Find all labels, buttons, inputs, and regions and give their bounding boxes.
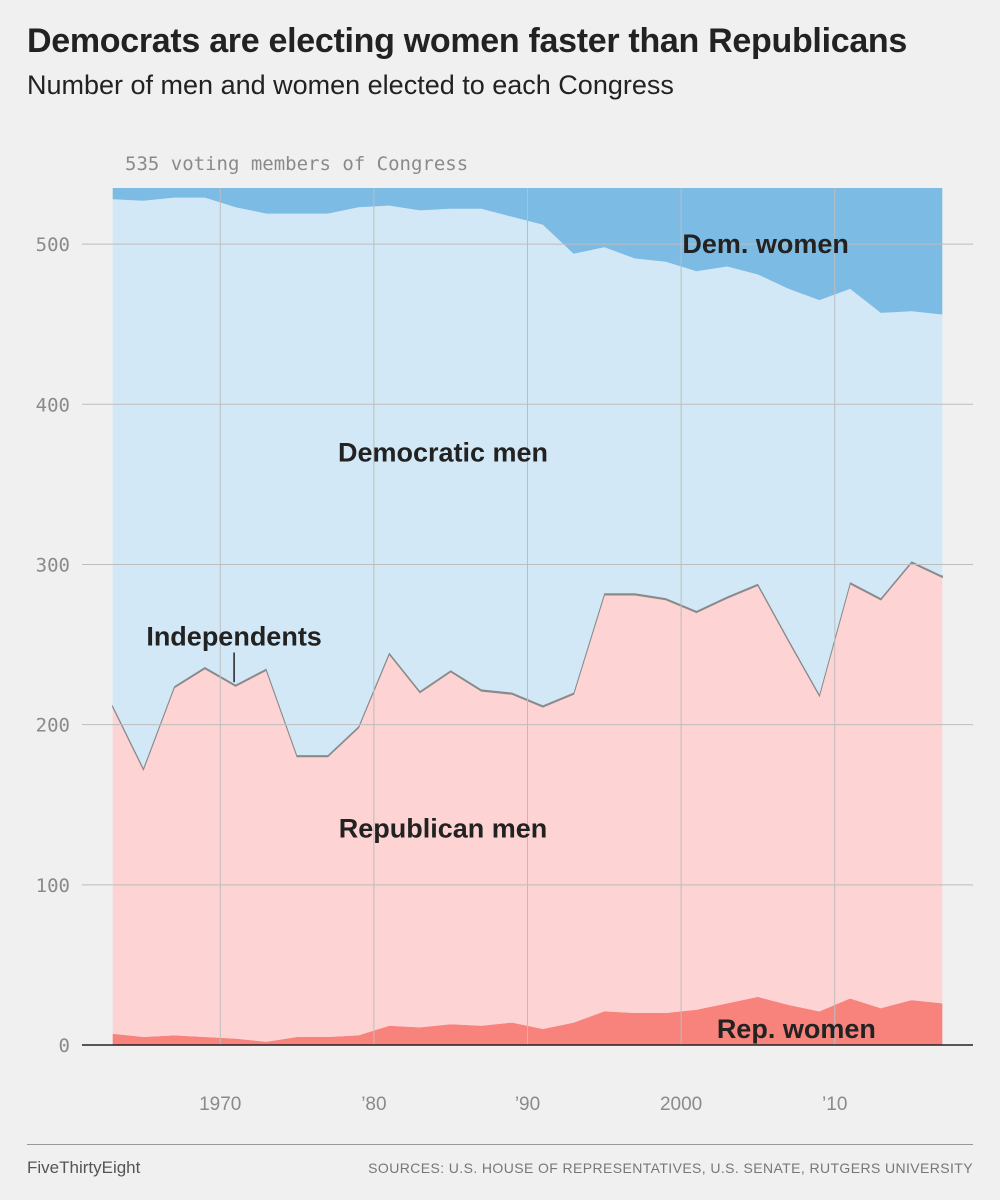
series-label-democratic-men: Democratic men — [338, 437, 548, 467]
tick-labels-group: 0 100 200 300 400 500 1970 ’80 ’90 2000 ’10 — [36, 234, 848, 1115]
footer-sources: SOURCES: U.S. HOUSE OF REPRESENTATIVES, … — [368, 1160, 973, 1176]
y-tick-label: 0 — [59, 1035, 70, 1057]
series-label-republican-men: Republican men — [339, 814, 548, 844]
y-tick-label: 300 — [36, 554, 70, 576]
footer-brand: FiveThirtyEight — [27, 1158, 141, 1177]
chart-title: Democrats are electing women faster than… — [27, 22, 908, 60]
y-tick-label: 200 — [36, 715, 70, 737]
chart-subtitle: Number of men and women elected to each … — [27, 70, 674, 100]
x-tick-label: ’90 — [515, 1094, 540, 1115]
area-rep-women — [112, 996, 943, 1045]
x-tick-label: 1970 — [199, 1094, 241, 1115]
series-label-rep-women: Rep. women — [717, 1014, 876, 1044]
y-tick-label: 100 — [36, 875, 70, 897]
x-tick-label: ’80 — [361, 1094, 386, 1115]
series-label-dem-women: Dem. women — [682, 229, 849, 259]
total-members-annotation: 535 voting members of Congress — [125, 153, 468, 175]
y-tick-label: 500 — [36, 234, 70, 256]
series-labels-group: Dem. women Democratic men Independents Repu… — [146, 229, 876, 1044]
series-label-independents: Independents — [146, 622, 322, 652]
area-dem-women — [112, 188, 943, 315]
y-tick-label: 400 — [36, 394, 70, 416]
x-tick-label: 2000 — [660, 1094, 702, 1115]
footer-divider — [27, 1144, 973, 1145]
x-tick-label: ’10 — [822, 1094, 847, 1115]
gridlines-group — [82, 188, 973, 1046]
